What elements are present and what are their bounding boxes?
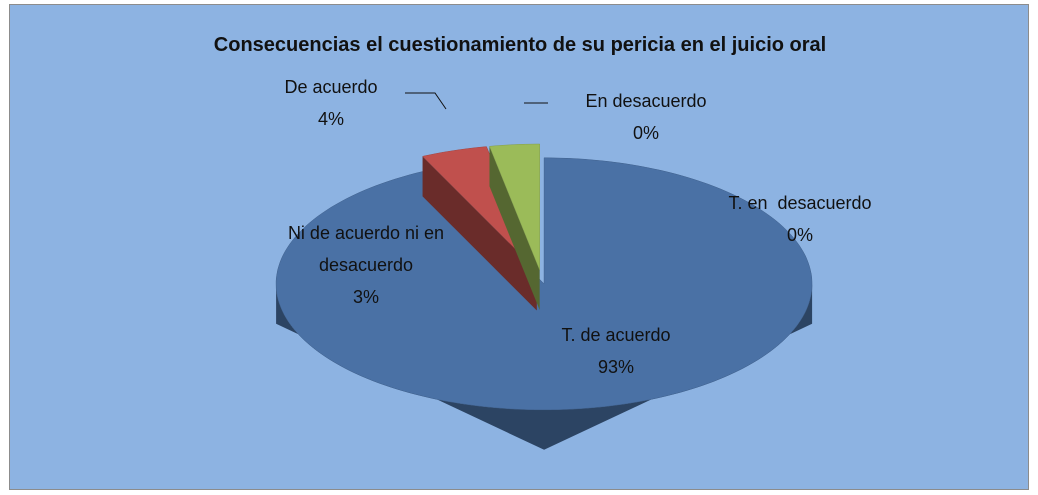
leader-line [405,92,447,110]
chart: Consecuencias el cuestionamiento de su p… [9,4,1029,490]
data-label-name: Ni de acuerdo ni en desacuerdo [287,223,445,275]
data-label-value: 0% [786,225,814,245]
chart-title: Consecuencias el cuestionamiento de su p… [213,34,827,56]
data-label-name: T. en desacuerdo [728,193,872,213]
data-label-name: De acuerdo [284,77,378,97]
slice [422,146,537,271]
data-label-value: 0% [632,123,660,143]
slice [275,157,813,411]
data-label-name: T. de acuerdo [561,325,671,345]
slice [489,143,540,271]
slice-side [276,283,813,450]
pie-plot [275,92,813,450]
slice-inner-side [489,146,540,311]
data-label-name: En desacuerdo [585,91,707,111]
data-label-value: 4% [317,109,345,129]
data-label-value: 3% [352,287,380,307]
slice-inner-side [422,156,537,311]
data-label-value: 93% [597,357,635,377]
